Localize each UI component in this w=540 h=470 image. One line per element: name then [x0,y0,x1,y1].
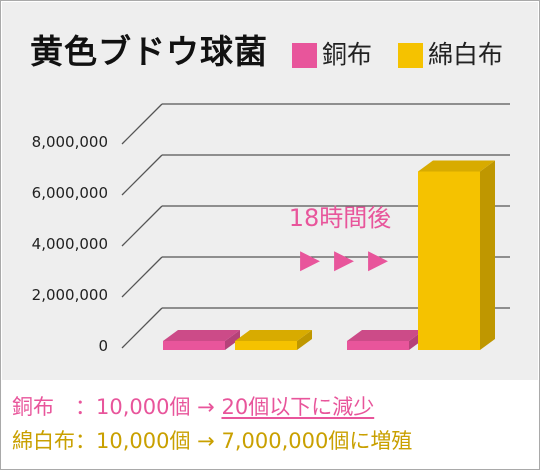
bar-side [480,160,495,350]
bar [163,341,225,350]
y-tick-label: 4,000,000 [32,235,108,253]
gridline-diag [121,205,163,247]
bar-top [235,330,312,341]
arrow-icon: ▶ [300,245,320,275]
caption-copper-label: 銅布 ： [12,395,96,419]
bar [347,341,409,350]
bar-side [297,330,312,350]
gridline-diag [121,307,163,349]
bar-top [347,330,424,341]
arrow-icon: ▶ [334,245,354,275]
legend-swatch-cotton [398,42,423,68]
legend-swatch-copper [292,42,317,68]
y-tick-label: 0 [98,337,108,355]
caption-copper-arrow: → [197,395,215,419]
bar-side [225,330,240,350]
caption-cotton-after: 7,000,000個に増殖 [221,429,413,453]
caption-copper-before: 10,000個 [96,395,191,419]
gridline-diag [121,256,163,298]
bar-top [163,330,240,341]
gridline-diag [121,103,163,145]
caption-copper-after: 20個以下に減少 [221,395,375,419]
bar [418,171,480,350]
annotation-label: 18時間後 [289,204,392,232]
caption-cotton: 綿白布：10,000個 → 7,000,000個に増殖 [12,426,532,456]
y-tick-label: 2,000,000 [32,286,108,304]
caption-cotton-label: 綿白布： [12,429,96,453]
bar-top [418,160,495,172]
gridline-diag [121,154,163,196]
legend-item-cotton: 綿白布 [398,38,503,72]
y-tick-label: 6,000,000 [32,184,108,202]
caption-copper: 銅布 ：10,000個 → 20個以下に減少 [12,392,532,422]
arrow-icon: ▶ [368,245,388,275]
legend-label-copper: 銅布 [322,40,373,69]
legend-label-cotton: 綿白布 [428,40,504,69]
y-tick-label: 8,000,000 [32,133,108,151]
chart-title: 黄色ブドウ球菌 [30,32,268,71]
bar [235,341,297,350]
bar-chart: 0 2,000,000 4,000,000 6,000,000 8,000,000 18時… [32,103,510,355]
caption-cotton-arrow: → [197,429,215,453]
legend-item-copper: 銅布 [292,38,372,72]
caption-cotton-before: 10,000個 [96,429,191,453]
